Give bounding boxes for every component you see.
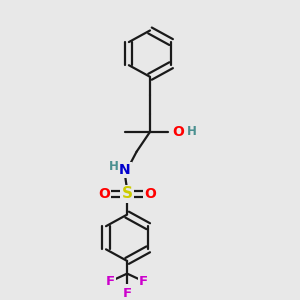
Text: O: O <box>144 187 156 201</box>
Text: N: N <box>119 163 130 177</box>
Text: H: H <box>187 125 197 138</box>
Text: O: O <box>98 187 110 201</box>
Text: H: H <box>109 160 118 173</box>
Text: S: S <box>122 187 133 202</box>
Text: O: O <box>172 125 184 139</box>
Text: F: F <box>139 275 148 288</box>
Text: F: F <box>106 275 115 288</box>
Text: F: F <box>123 287 132 300</box>
